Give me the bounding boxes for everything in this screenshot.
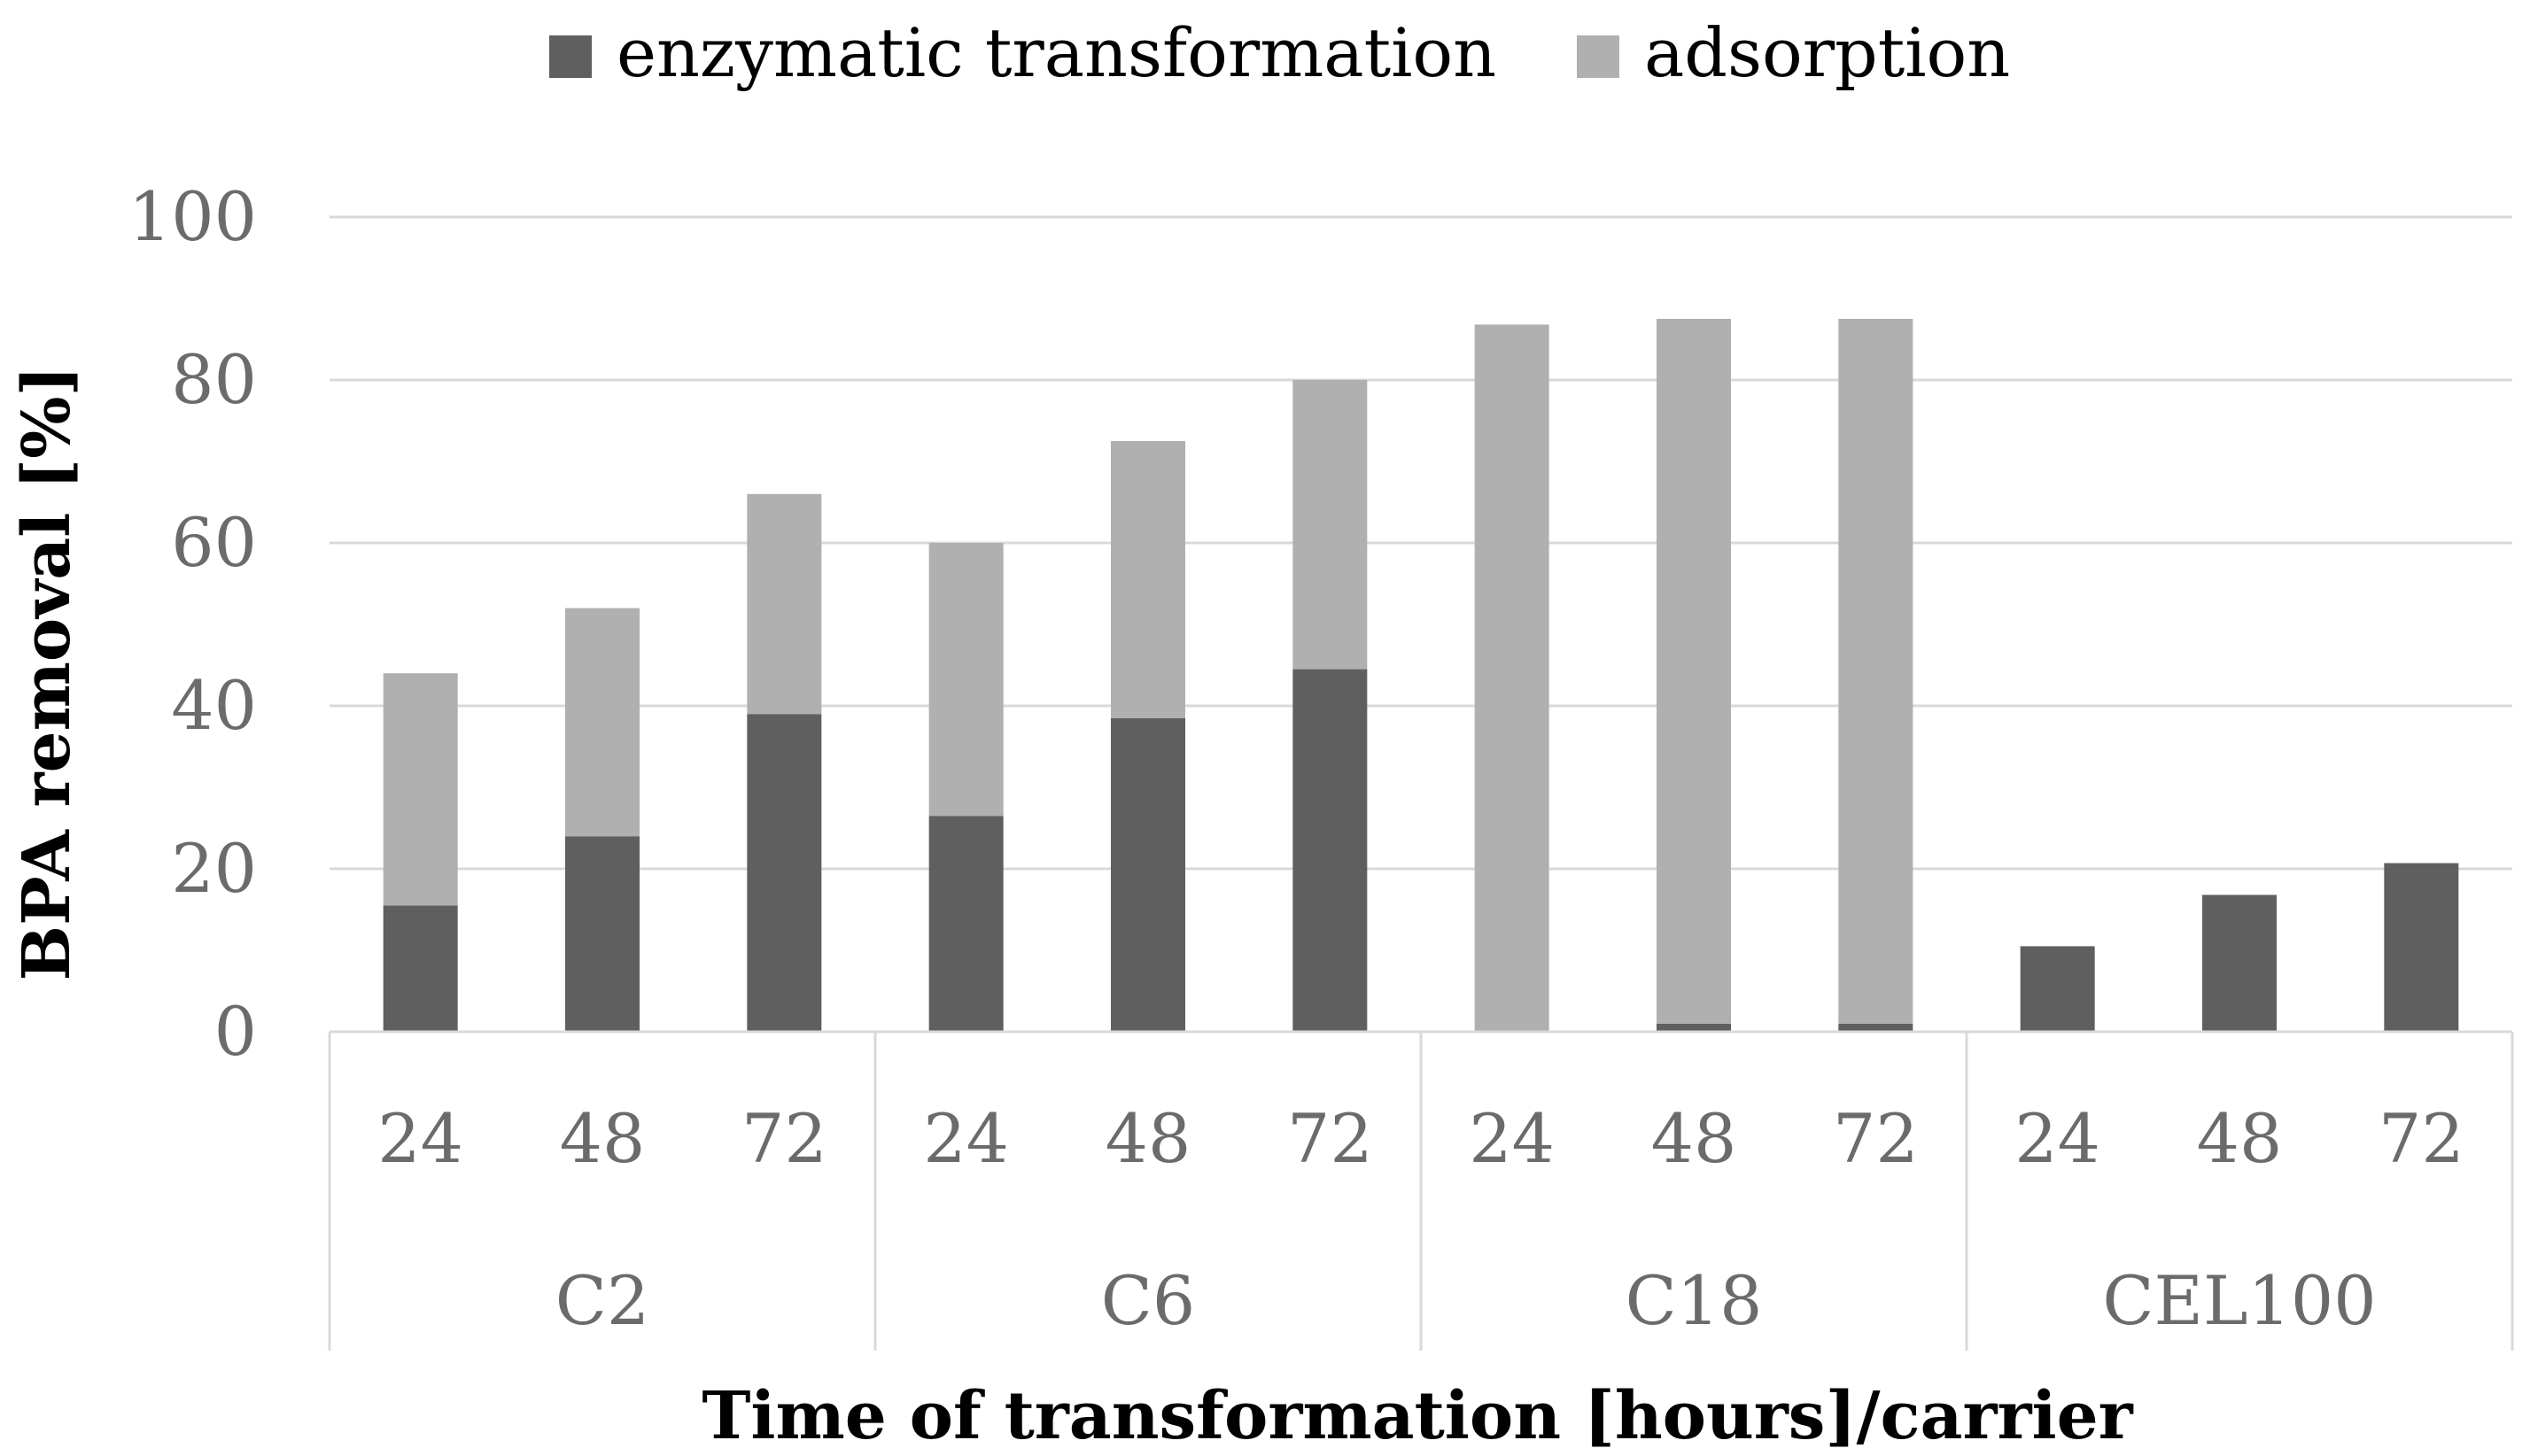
x-tick-label: 48: [560, 1099, 646, 1178]
bar-enzymatic-C6-72: [1292, 669, 1368, 1032]
bar-enzymatic-C6-48: [1111, 717, 1185, 1032]
bar-enzymatic-C2-48: [565, 836, 640, 1032]
group-label-c6: C6: [1101, 1261, 1196, 1340]
bar-adsorption-C2-72: [747, 493, 822, 715]
x-axis-title: Time of transformation [hours]/carrier: [702, 1378, 2133, 1454]
bar-adsorption-C6-48: [1111, 441, 1185, 718]
bar-enzymatic-C18-48: [1657, 1023, 1731, 1032]
group-label-cel100: CEL100: [2102, 1261, 2376, 1340]
y-tick-label: 0: [214, 992, 257, 1071]
y-axis-ticks: 0 20 40 60 80 100: [128, 177, 257, 1071]
x-tick-label: 72: [1287, 1099, 1373, 1178]
bar-enzymatic-CEL100-48: [2202, 895, 2277, 1032]
bars: [383, 319, 2459, 1032]
bar-adsorption-C18-48: [1657, 319, 1731, 1024]
bar-adsorption-C6-24: [928, 543, 1004, 817]
gridlines: [330, 215, 2512, 871]
legend-label-enzymatic: enzymatic transformation: [617, 13, 1496, 92]
legend: enzymatic transformation adsorption: [549, 13, 2010, 92]
legend-swatch-enzymatic: [549, 35, 592, 78]
y-tick-label: 80: [171, 340, 257, 419]
y-tick-label: 20: [171, 829, 257, 908]
bar-adsorption-C18-72: [1838, 319, 1913, 1024]
bar-enzymatic-CEL100-24: [2020, 946, 2095, 1032]
bar-enzymatic-C6-24: [928, 816, 1004, 1032]
x-tick-label: 48: [2197, 1099, 2283, 1178]
group-label-c18: C18: [1626, 1261, 1763, 1340]
x-tick-label: 24: [1469, 1099, 1555, 1178]
x-tick-label: 72: [741, 1099, 827, 1178]
bar-enzymatic-CEL100-72: [2384, 863, 2459, 1032]
x-tick-label: 48: [1106, 1099, 1191, 1178]
y-tick-label: 40: [171, 666, 257, 745]
bar-enzymatic-C2-24: [383, 905, 458, 1032]
x-tick-label: 24: [923, 1099, 1009, 1178]
x-tick-label: 24: [2014, 1099, 2100, 1178]
y-axis-title: BPA removal [%]: [9, 366, 85, 981]
legend-label-adsorption: adsorption: [1644, 13, 2010, 92]
group-label-c2: C2: [555, 1261, 650, 1340]
bar-adsorption-C2-24: [383, 673, 458, 906]
bar-enzymatic-C18-72: [1838, 1023, 1913, 1032]
bar-adsorption-C2-48: [565, 608, 640, 837]
y-tick-label: 60: [171, 503, 257, 582]
bar-enzymatic-C2-72: [747, 714, 822, 1032]
bar-adsorption-C6-72: [1292, 380, 1368, 670]
bar-adsorption-C18-24: [1474, 324, 1549, 1032]
x-tick-label: 24: [377, 1099, 463, 1178]
legend-swatch-adsorption: [1577, 35, 1619, 78]
x-tick-label: 72: [2379, 1099, 2464, 1178]
x-tick-label: 48: [1651, 1099, 1737, 1178]
x-axis: 24 48 72 24 48 72 24 48 72 24 48 72 C2 C6 C18 CEL100: [328, 1030, 2514, 1351]
y-tick-label: 100: [128, 177, 257, 256]
x-tick-label: 72: [1833, 1099, 1919, 1178]
